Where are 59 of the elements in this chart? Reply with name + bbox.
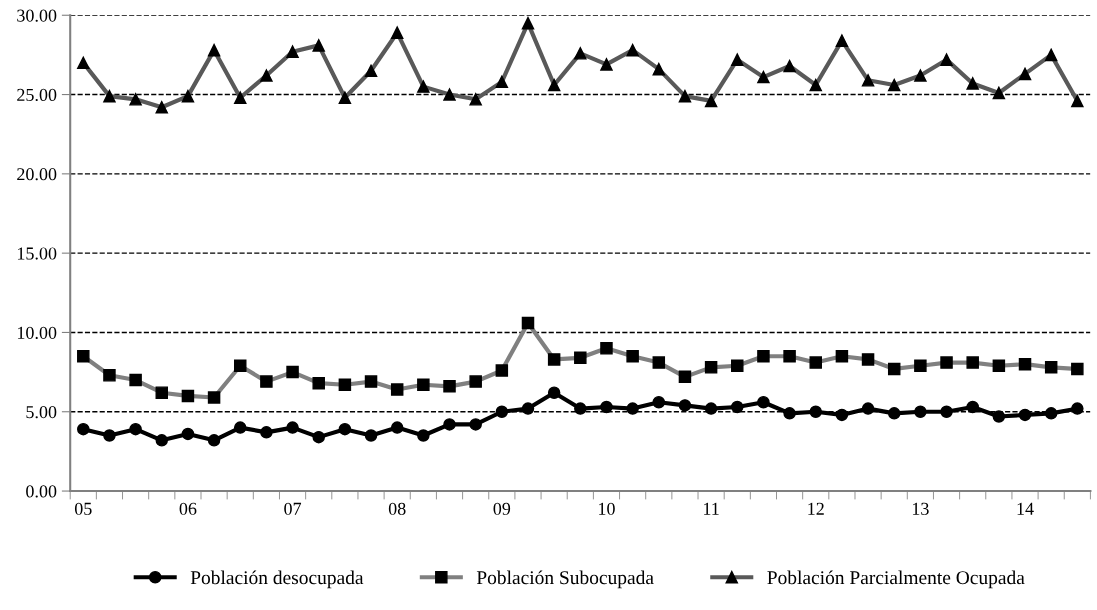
point: [809, 405, 822, 419]
y-tick-label: 20.00: [17, 168, 57, 181]
y-tick-label: 30.00: [17, 9, 57, 22]
point: [887, 407, 901, 420]
point: [626, 402, 639, 415]
point: [574, 402, 587, 415]
x-tick-label: 13: [912, 502, 929, 515]
legend-label: Población desocupada: [190, 570, 364, 589]
point: [940, 405, 953, 419]
point: [469, 418, 482, 431]
point: [77, 422, 90, 436]
point: [1071, 402, 1084, 415]
point: [181, 427, 195, 441]
point: [1044, 407, 1058, 420]
point: [678, 399, 692, 412]
x-tick-label: 06: [179, 502, 197, 515]
x-tick-label: 05: [74, 502, 92, 515]
point: [207, 434, 221, 447]
y-tick-label: 10.00: [17, 326, 57, 339]
point: [731, 400, 744, 414]
point: [1018, 408, 1032, 422]
point: [417, 429, 430, 442]
legend-label: Población Parcialmente Ocupada: [767, 570, 1025, 589]
x-tick-label: 14: [1017, 502, 1034, 515]
x-tick-label: 11: [704, 502, 719, 515]
point: [312, 430, 325, 444]
point: [547, 386, 561, 399]
x-tick-label: 09: [493, 502, 511, 515]
y-tick-label: 5.00: [26, 406, 57, 419]
point: [129, 422, 142, 436]
point: [757, 395, 770, 409]
legend-label: Población Subocupada: [476, 570, 654, 589]
point: [103, 429, 116, 442]
x-tick-label: 08: [388, 502, 406, 515]
point: [286, 421, 299, 434]
point: [783, 407, 796, 420]
point: [338, 422, 352, 436]
point: [992, 410, 1006, 423]
point: [652, 395, 666, 409]
point: [704, 402, 718, 415]
point: [914, 405, 927, 419]
point: [600, 400, 613, 414]
point: [233, 421, 247, 434]
point: [521, 402, 535, 415]
point: [155, 434, 169, 447]
point: [495, 405, 509, 419]
y-tick-label: 25.00: [17, 88, 57, 102]
point: [966, 400, 979, 414]
point: [443, 418, 456, 431]
point: [364, 429, 378, 442]
y-tick-label: 0.00: [26, 485, 57, 498]
x-tick-label: 07: [284, 502, 302, 515]
point: [390, 421, 404, 434]
point: [835, 408, 849, 422]
x-tick-label: 12: [808, 502, 824, 515]
point: [260, 426, 273, 439]
y-tick-label: 15.00: [17, 247, 57, 260]
point: [861, 402, 875, 415]
x-tick-label: 10: [599, 502, 615, 515]
